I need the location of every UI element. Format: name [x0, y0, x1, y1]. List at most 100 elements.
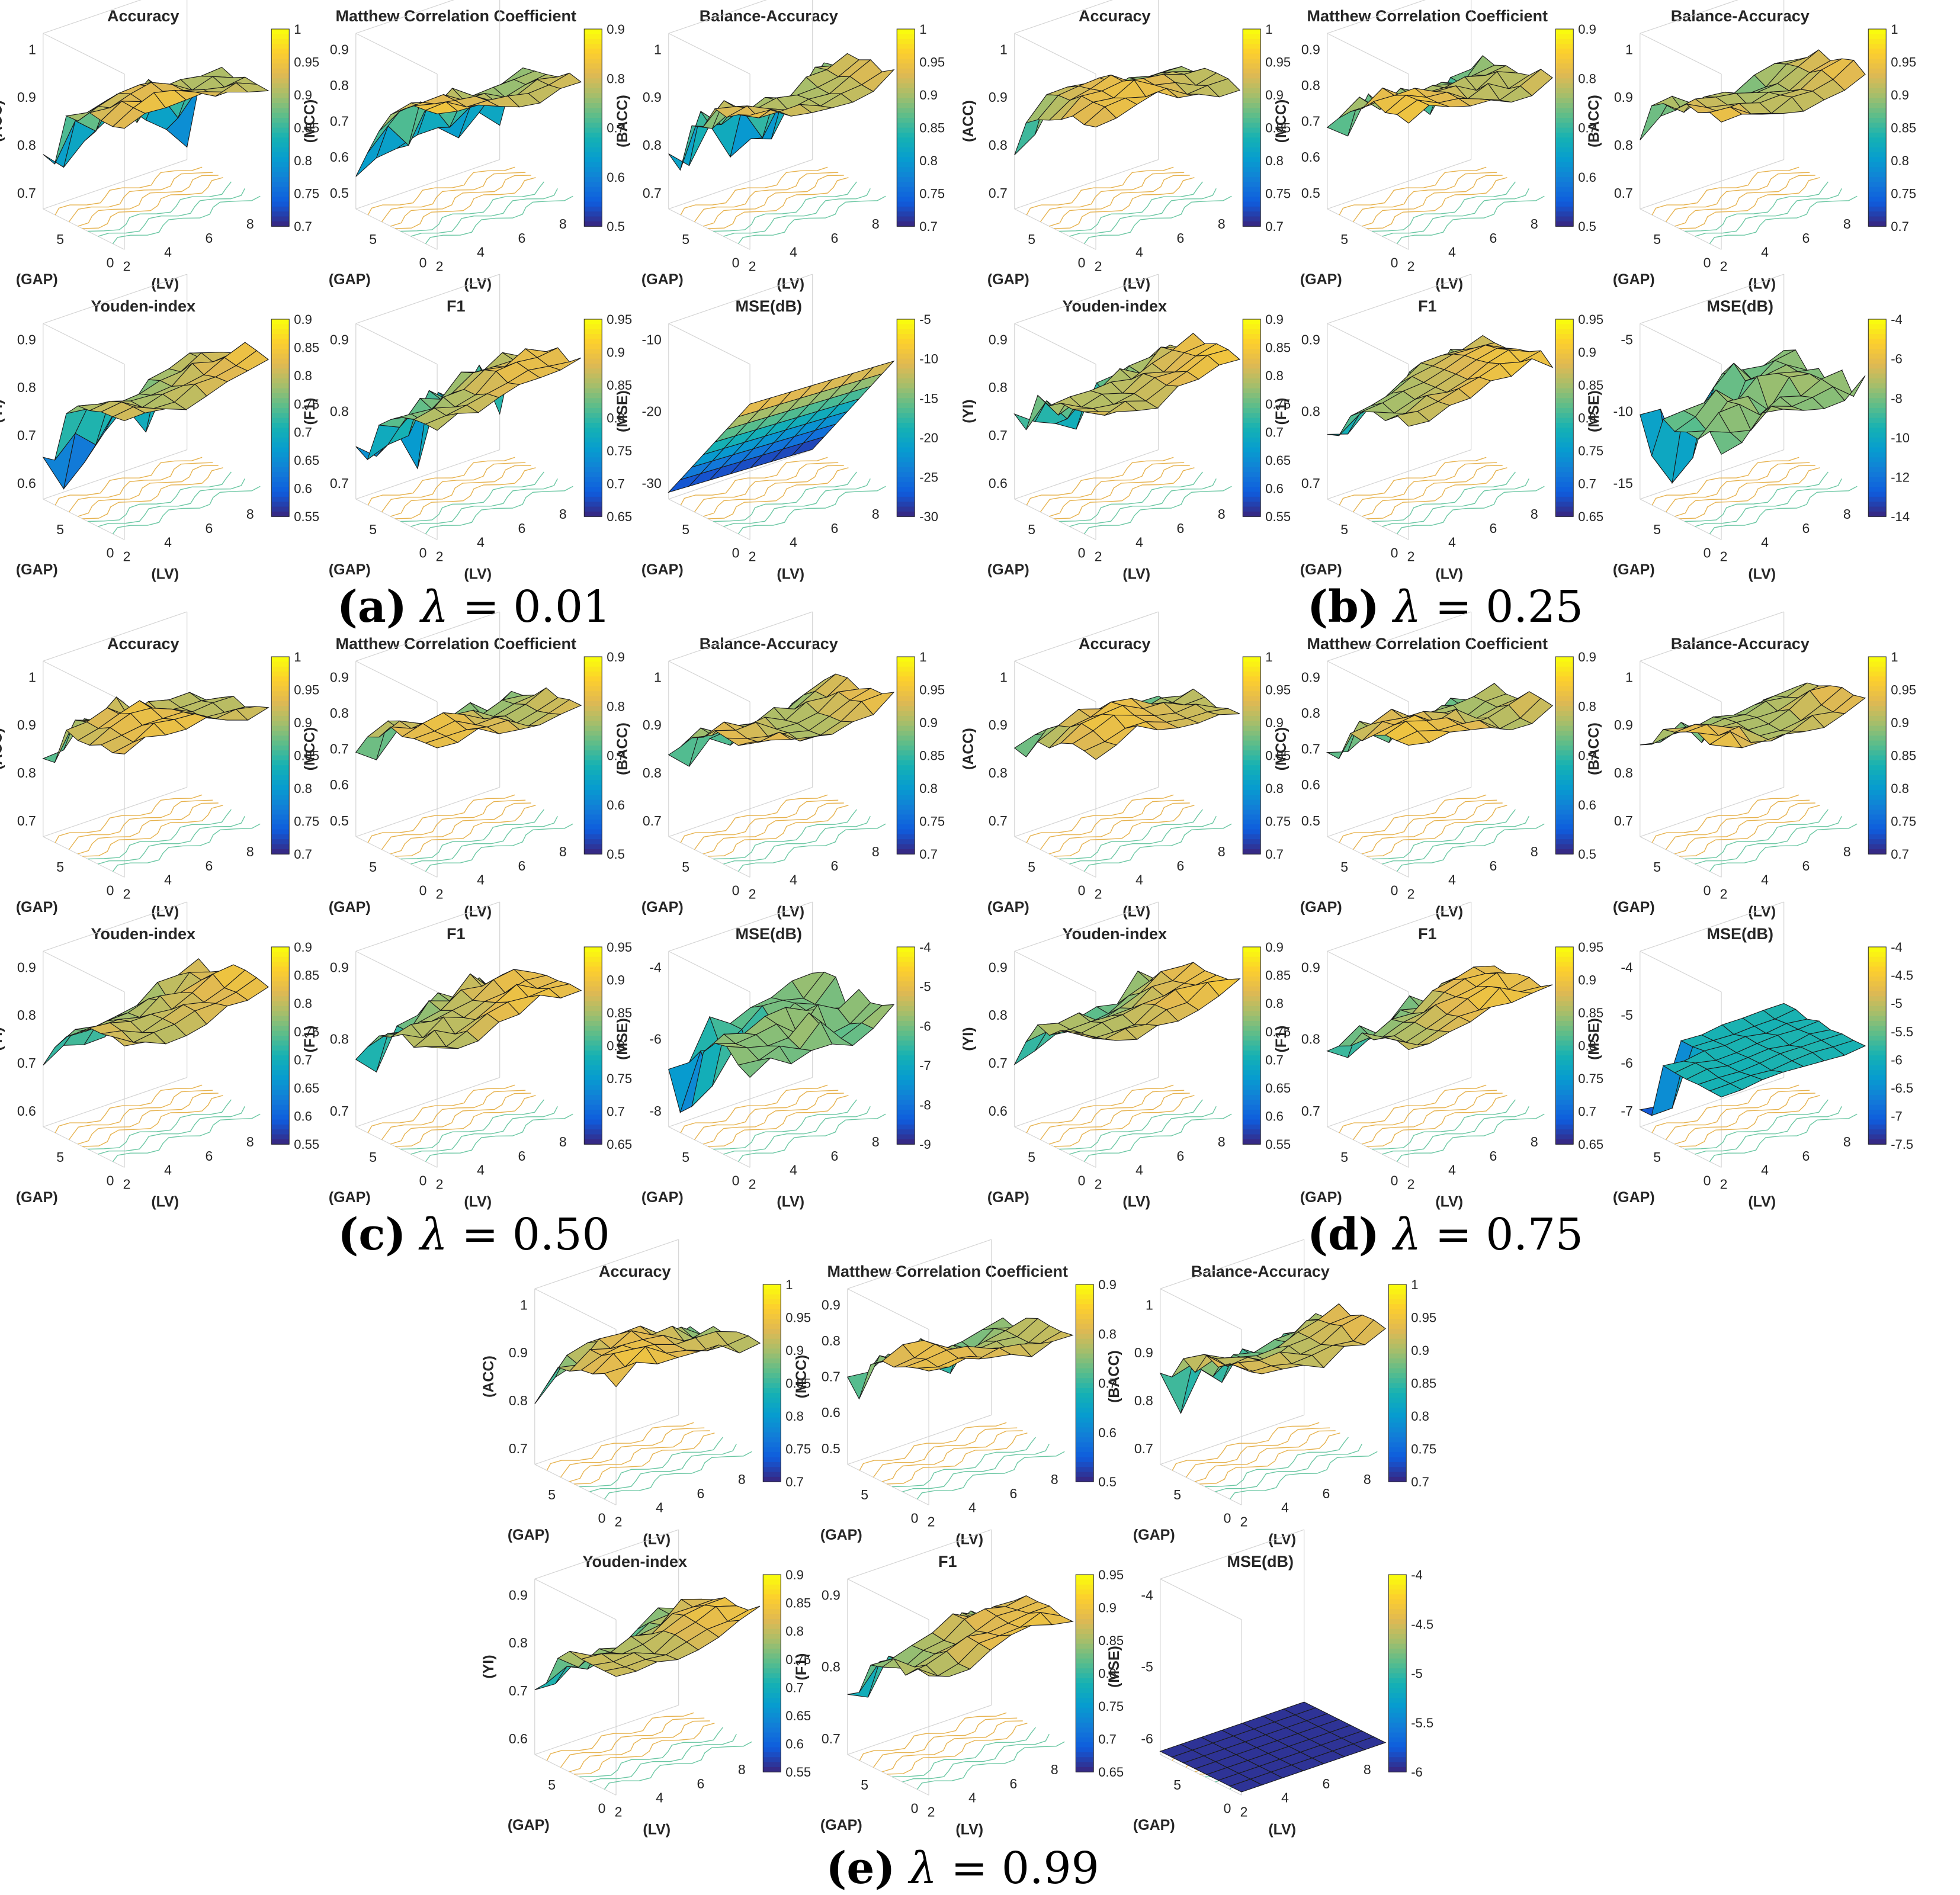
- x-tick-label: 8: [1218, 506, 1226, 522]
- colorbar-step: [584, 1016, 602, 1022]
- colorbar-step: [584, 952, 602, 958]
- colorbar-step: [271, 804, 290, 810]
- colorbar-step: [1555, 1040, 1574, 1046]
- colorbar-step: [1868, 725, 1887, 731]
- axis-line: [1014, 499, 1096, 540]
- z-tick-label: -6: [1621, 1055, 1632, 1071]
- colorbar-step: [271, 354, 290, 359]
- colorbar-tick-label: 0.7: [919, 847, 938, 862]
- colorbar-step: [271, 824, 290, 830]
- colorbar-step: [1868, 58, 1887, 64]
- surface: [1327, 335, 1554, 436]
- colorbar-step: [1243, 1050, 1261, 1056]
- axis-line: [1327, 1126, 1409, 1168]
- colorbar-tick-label: 0.85: [1891, 749, 1916, 763]
- colorbar-step: [1243, 1119, 1261, 1125]
- colorbar-step: [1555, 1100, 1574, 1106]
- x-tick-label: 4: [656, 1500, 663, 1515]
- axis-line: [1014, 323, 1096, 365]
- x-axis-label: (LV): [1268, 1822, 1296, 1838]
- colorbar-step: [1243, 73, 1261, 79]
- contour-line: [713, 471, 857, 522]
- colorbar-tick-label: 0.9: [1891, 715, 1909, 730]
- colorbar-frame: [1555, 946, 1574, 1145]
- z-tick-label: 0.8: [643, 765, 662, 781]
- colorbar: 0.90.850.80.750.70.650.60.55: [1242, 940, 1291, 1152]
- z-tick-label: 0.7: [17, 813, 36, 828]
- colorbar-tick-label: 0.7: [1265, 425, 1284, 439]
- colorbar-step: [763, 1678, 781, 1684]
- colorbar-tick-label: 0.9: [1265, 940, 1284, 955]
- colorbar-step: [1555, 1109, 1574, 1115]
- x-tick-label: 2: [928, 1514, 935, 1529]
- colorbar-step: [271, 98, 290, 104]
- colorbar: -4-6-8-10-12-14: [1868, 312, 1910, 524]
- y-tick-label: 5: [548, 1487, 556, 1502]
- colorbar-step: [897, 506, 915, 512]
- colorbar-step: [1868, 378, 1887, 384]
- x-tick-label: 6: [697, 1486, 704, 1501]
- panel-c-mse: MSE(dB)-4-6-8(MSE)2468(LV)05(GAP)-4-5-6-…: [614, 901, 931, 1210]
- colorbar-step: [584, 1139, 602, 1145]
- colorbar-step: [1243, 383, 1261, 389]
- colorbar-step: [1076, 1412, 1094, 1418]
- colorbar-step: [584, 162, 602, 168]
- contour-line: [1665, 799, 1810, 850]
- colorbar-step: [1555, 388, 1574, 394]
- colorbar-step: [897, 502, 915, 508]
- axis-line: [355, 611, 500, 661]
- contour-line: [1040, 799, 1185, 850]
- colorbar-step: [1388, 1639, 1407, 1645]
- colorbar-step: [1555, 132, 1574, 138]
- colorbar-tick-label: 0.65: [294, 1081, 319, 1096]
- colorbar-step: [1868, 78, 1887, 84]
- contour-line: [88, 181, 232, 232]
- contour-line: [1069, 815, 1217, 865]
- colorbar-step: [584, 1104, 602, 1110]
- colorbar-tick-label: 1: [1265, 22, 1272, 37]
- colorbar-step: [1868, 206, 1887, 212]
- colorbar-step: [1555, 1026, 1574, 1032]
- colorbar-step: [1868, 132, 1887, 138]
- z-tick-label: 1: [520, 1297, 528, 1312]
- colorbar-step: [1868, 447, 1887, 453]
- colorbar-step: [897, 1065, 915, 1071]
- colorbar-step: [271, 947, 290, 952]
- colorbar-frame: [896, 946, 915, 1145]
- x-tick-label: 8: [872, 216, 880, 232]
- axis-line: [43, 208, 125, 250]
- colorbar-step: [1388, 1393, 1407, 1399]
- colorbar-step: [897, 348, 915, 354]
- colorbar-step: [1388, 1387, 1407, 1393]
- colorbar-step: [584, 1134, 602, 1140]
- y-tick-label: 5: [369, 232, 377, 247]
- colorbar-frame: [1242, 946, 1261, 1145]
- colorbar-step: [1243, 770, 1261, 776]
- colorbar-step: [1868, 666, 1887, 672]
- colorbar-step: [271, 358, 290, 364]
- panel-a-yi: Youden-index0.90.80.70.6(YI)2468(LV)05(G…: [0, 274, 319, 583]
- colorbar-step: [1868, 976, 1887, 982]
- colorbar-step: [763, 1707, 781, 1713]
- colorbar-step: [271, 93, 290, 99]
- colorbar-step: [1243, 506, 1261, 512]
- axis-line: [1014, 159, 1159, 210]
- colorbar-step: [1868, 849, 1887, 855]
- colorbar-step: [897, 191, 915, 197]
- colorbar-step: [1555, 1094, 1574, 1100]
- colorbar-step: [897, 201, 915, 207]
- axis-line: [847, 1529, 992, 1579]
- x-tick-label: 4: [477, 535, 485, 550]
- colorbar-step: [584, 1030, 602, 1036]
- colorbar-step: [1388, 1324, 1407, 1329]
- colorbar-tick-label: 0.7: [294, 219, 312, 234]
- colorbar-step: [271, 157, 290, 163]
- axis-line: [43, 950, 125, 993]
- contour-lines: [54, 794, 261, 872]
- colorbar-step: [1243, 182, 1261, 188]
- colorbar-step: [1076, 1324, 1094, 1329]
- colorbar-step: [1555, 789, 1574, 795]
- colorbar-step: [584, 1026, 602, 1032]
- colorbar-step: [584, 1040, 602, 1046]
- colorbar-step: [1388, 1417, 1407, 1423]
